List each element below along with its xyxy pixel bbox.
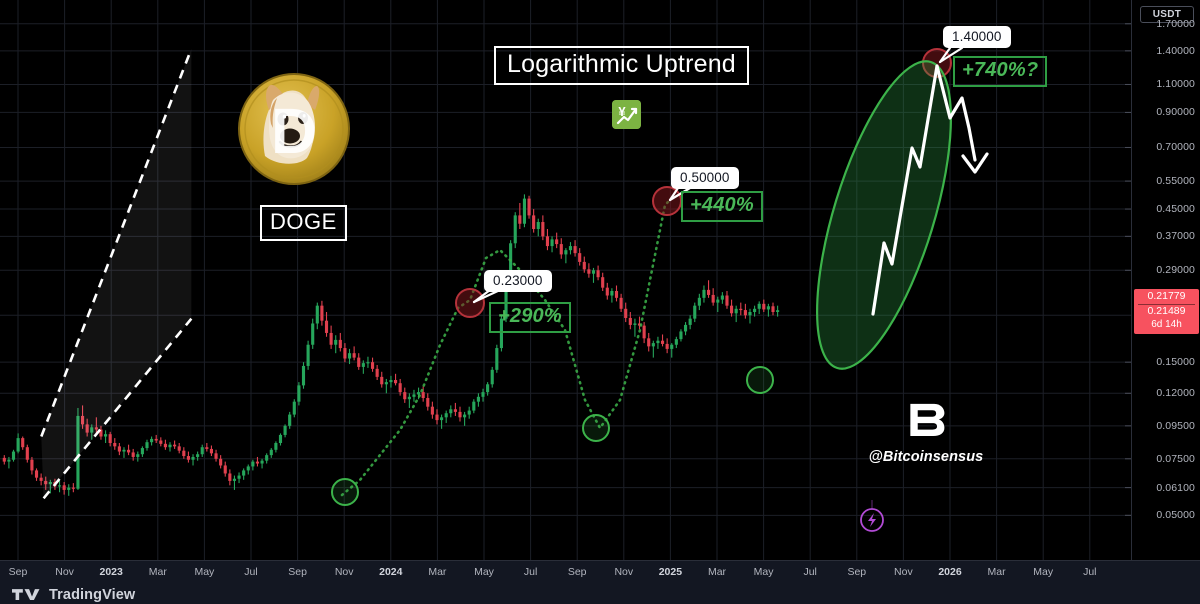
gain-badge-2: +440%	[681, 191, 763, 222]
price-tick: 0.29000	[1156, 264, 1195, 277]
doge-ticker-label: DOGE	[260, 205, 347, 241]
price-tick: 0.12000	[1156, 387, 1195, 400]
prev-price: 0.21489	[1147, 304, 1186, 317]
last-price: 0.21779	[1147, 290, 1186, 303]
bar-countdown: 6d 14h	[1151, 319, 1182, 331]
candlestick-series	[2, 194, 780, 496]
time-tick: Nov	[334, 566, 354, 578]
current-price-badge: 0.21779 0.21489 6d 14h	[1134, 289, 1199, 334]
price-tick: 0.06100	[1156, 481, 1195, 494]
price-tick: 0.90000	[1156, 106, 1195, 119]
time-tick: Mar	[148, 566, 167, 578]
price-callout-3: 1.40000	[943, 26, 1011, 48]
time-tick: May	[1033, 566, 1054, 578]
price-tick: 1.10000	[1156, 78, 1195, 91]
time-tick: Mar	[707, 566, 727, 578]
time-tick: Sep	[567, 566, 587, 578]
badge-divider	[1138, 303, 1195, 305]
price-tick: 0.45000	[1156, 203, 1195, 216]
time-tick: Mar	[987, 566, 1006, 578]
price-tick: 0.55000	[1156, 175, 1195, 188]
time-tick: May	[474, 566, 494, 578]
time-tick: May	[753, 566, 774, 578]
price-tick: 0.07500	[1156, 452, 1195, 465]
chart-increasing-yen-icon: ¥	[612, 100, 641, 129]
chart-plot-area[interactable]: D DOGE Logarithmic Uptrend ¥ 0.23000 +29…	[0, 0, 1131, 560]
price-tick: 0.09500	[1156, 419, 1195, 432]
gain-badge-3: +740%?	[953, 56, 1048, 87]
time-tick: Nov	[55, 566, 74, 578]
brand-name: TradingView	[49, 587, 136, 603]
svg-text:¥: ¥	[618, 104, 626, 119]
time-tick: Sep	[288, 566, 307, 578]
time-axis[interactable]: TradingView Sep Nov 2023 Mar May Jul Sep Nov 202…	[0, 560, 1200, 604]
price-callout-2: 0.50000	[671, 167, 739, 189]
time-tick: Jul	[1083, 566, 1097, 578]
time-tick: Mar	[428, 566, 447, 578]
time-tick: 2023	[99, 566, 123, 578]
price-tick: 1.40000	[1156, 44, 1195, 57]
price-tick: 0.05000	[1156, 509, 1195, 522]
page-title: Logarithmic Uptrend	[494, 46, 749, 85]
time-tick: 2025	[658, 566, 683, 578]
tradingview-branding: TradingView	[12, 587, 135, 603]
time-tick: 2024	[379, 566, 403, 578]
price-tick: 0.70000	[1156, 141, 1195, 154]
time-tick: Jul	[803, 566, 817, 578]
price-tick: 1.70000	[1156, 17, 1195, 30]
watermark: @Bitcoinsensus	[866, 400, 986, 465]
chart-gridlines	[0, 0, 1131, 560]
time-tick: Jul	[244, 566, 258, 578]
bitcoinsensus-logo-icon	[910, 403, 945, 437]
time-tick: May	[194, 566, 215, 578]
gain-badge-1: +290%	[489, 302, 571, 333]
chart-drawing-overlays	[40, 46, 989, 532]
time-tick: 2026	[938, 566, 962, 578]
price-tick: 0.15000	[1156, 356, 1195, 369]
time-tick: Sep	[847, 566, 867, 578]
price-axis[interactable]: USDT 0.21779 0.21489 6d 14h 1.70000 1.400…	[1131, 0, 1200, 560]
price-tick: 0.37000	[1156, 230, 1195, 243]
tradingview-logo-icon	[12, 589, 40, 600]
time-tick: Sep	[8, 566, 28, 578]
doge-coin-icon: D	[235, 70, 353, 188]
quote-currency-chip[interactable]: USDT	[1140, 6, 1194, 23]
svg-text:D: D	[271, 95, 317, 167]
time-tick: Jul	[523, 566, 538, 578]
watermark-handle: @Bitcoinsensus	[868, 449, 984, 465]
lightning-event-icon	[860, 500, 884, 532]
price-callout-1: 0.23000	[484, 270, 552, 292]
time-tick: Nov	[894, 566, 913, 578]
time-tick: Nov	[614, 566, 634, 578]
